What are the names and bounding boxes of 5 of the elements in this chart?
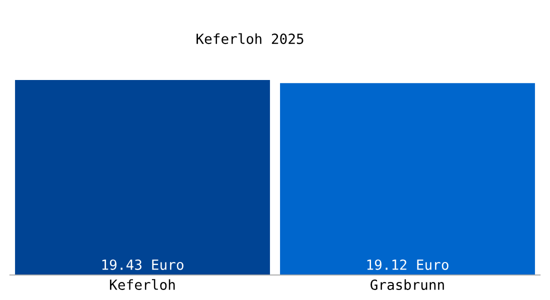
- chart-title: Keferloh 2025: [196, 33, 304, 44]
- data-label: 19.12 Euro: [367, 259, 448, 270]
- x-tick-label: Keferloh: [110, 279, 175, 290]
- x-tick-label: Grasbrunn: [370, 279, 444, 290]
- data-label: 19.43 Euro: [102, 259, 184, 270]
